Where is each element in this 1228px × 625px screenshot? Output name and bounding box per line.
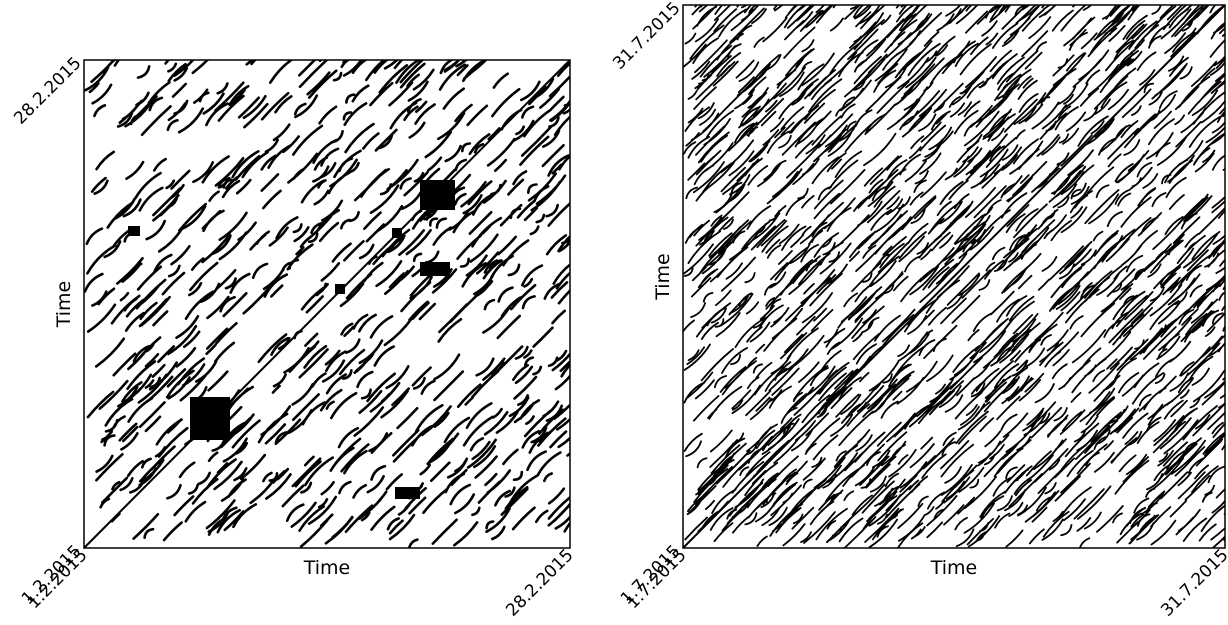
plot-frame (83, 59, 571, 549)
x-axis-label: Time (303, 557, 351, 579)
x-axis-label: Time (930, 557, 978, 579)
y-axis-label: Time (652, 253, 674, 301)
y-tick-label: 28.2.2015 (10, 53, 85, 128)
texture (683, 5, 1225, 548)
recurrence-texture (84, 60, 570, 548)
recurrence-block (420, 262, 450, 276)
recurrence-texture (683, 5, 1225, 548)
plot-frame (682, 4, 1226, 549)
recurrence-block (395, 487, 420, 499)
main-diagonal (682, 4, 1226, 549)
y-axis-label: Time (53, 281, 75, 329)
y-tick-label: 31.7.2015 (609, 0, 684, 74)
recurrence-block (128, 226, 140, 236)
x-tick-label: 31.7.2015 (1157, 545, 1228, 620)
main-diagonal (83, 59, 571, 549)
texture (84, 60, 570, 548)
x-tick-label: 28.2.2015 (502, 545, 577, 620)
recurrence-block (335, 284, 345, 294)
recurrence-block (190, 397, 230, 440)
